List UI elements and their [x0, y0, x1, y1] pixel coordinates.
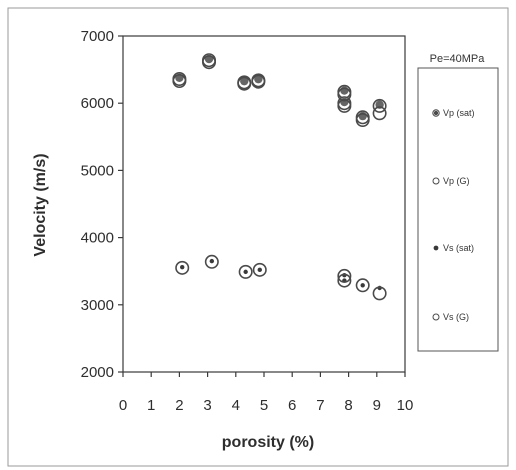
x-tick-label: 6	[288, 397, 296, 414]
series-vp-g	[172, 55, 387, 128]
y-tick-label: 4000	[81, 230, 114, 247]
x-tick-label: 8	[344, 397, 352, 414]
y-tick-label: 3000	[81, 297, 114, 314]
data-point	[252, 262, 267, 277]
data-point	[337, 87, 352, 102]
legend-label: Vs (G)	[443, 312, 469, 322]
data-point	[355, 278, 370, 293]
series-vs-sat	[180, 258, 382, 291]
x-tick-label: 0	[119, 397, 127, 414]
legend-label: Vp (G)	[443, 176, 470, 186]
data-point	[372, 286, 387, 301]
data-point	[337, 268, 352, 283]
x-tick-label: 1	[147, 397, 155, 414]
x-tick-label: 5	[260, 397, 268, 414]
data-point	[337, 98, 352, 113]
data-point	[337, 273, 352, 288]
x-tick-label: 10	[397, 397, 414, 414]
legend-item: Vp (G)	[432, 176, 470, 186]
legend-box	[417, 67, 499, 352]
data-point	[251, 74, 266, 89]
data-point	[372, 106, 387, 121]
y-tick-label: 2000	[81, 364, 114, 381]
data-point	[360, 283, 365, 288]
x-axis: 0 1 2 3 4 5 6 7 8 9 10	[119, 372, 414, 414]
data-points	[172, 53, 387, 301]
x-tick-label: 9	[373, 397, 381, 414]
y-tick-label: 7000	[81, 28, 114, 45]
data-point	[180, 264, 185, 270]
data-point	[237, 76, 252, 91]
x-tick-label: 7	[316, 397, 324, 414]
data-point	[238, 264, 253, 279]
y-axis-title: Velocity (m/s)	[32, 153, 49, 256]
data-point	[175, 260, 190, 275]
legend-label: Vs (sat)	[443, 243, 474, 253]
data-point	[204, 254, 219, 269]
data-point	[172, 74, 187, 89]
y-tick-label: 6000	[81, 95, 114, 112]
legend-item: Vp (sat)	[432, 108, 475, 118]
legend-item: Vs (sat)	[433, 243, 474, 253]
x-axis-title: porosity (%)	[222, 434, 314, 451]
data-point	[243, 269, 248, 275]
x-tick-label: 3	[203, 397, 211, 414]
series-vs-g	[175, 254, 387, 301]
legend-item: Vs (G)	[432, 312, 469, 322]
legend-label: Vp (sat)	[443, 108, 475, 118]
data-point	[202, 55, 217, 70]
y-tick-label: 5000	[81, 162, 114, 179]
legend: Vp (sat) Vp (G) Vs (sat) Vs (G)	[432, 108, 475, 322]
pressure-annotation: Pe=40MPa	[430, 53, 486, 65]
x-tick-label: 2	[175, 397, 183, 414]
y-axis: 2000 3000 4000 5000 6000 7000	[81, 28, 123, 381]
data-point	[209, 258, 215, 264]
data-point	[355, 113, 370, 128]
x-tick-label: 4	[232, 397, 240, 414]
data-point	[257, 267, 262, 273]
